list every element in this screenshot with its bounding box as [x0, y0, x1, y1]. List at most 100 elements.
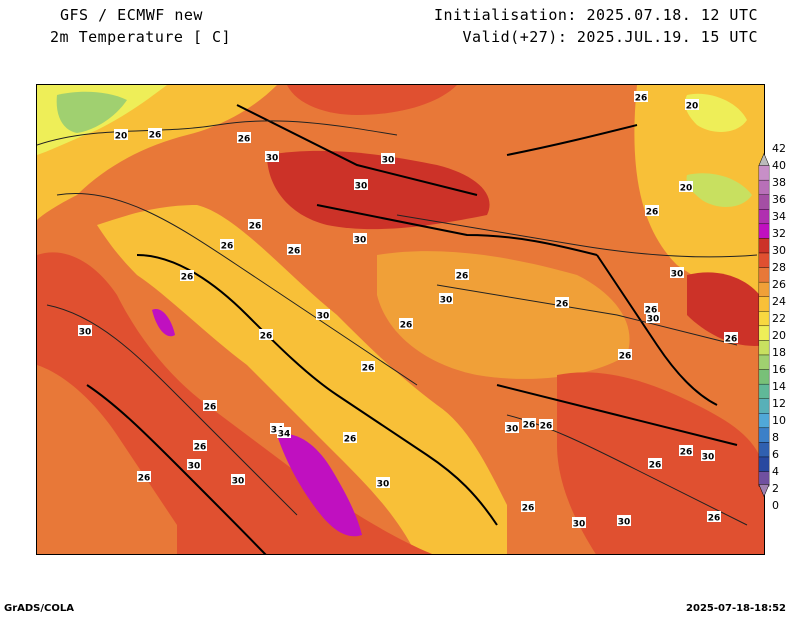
contour-label: 30: [377, 480, 390, 490]
colorbar-swatch: [758, 179, 770, 195]
isotherm-line: [46, 304, 298, 516]
render-timestamp: 2025-07-18-18:52: [686, 603, 786, 614]
initialisation-time: Initialisation: 2025.07.18. 12 UTC: [433, 6, 758, 24]
colorbar-level-label: 2: [772, 481, 779, 495]
contour-label: 30: [671, 270, 684, 280]
balkan-interior-region: [377, 251, 630, 379]
contour-label-bg: [248, 219, 262, 230]
contour-label-bg: [618, 349, 632, 360]
contour-label: 26: [649, 461, 662, 471]
contour-label: 26: [260, 332, 273, 342]
colorbar-level-label: 16: [772, 362, 786, 376]
colorbar-swatch: [758, 281, 770, 297]
contour-label-bg: [381, 153, 395, 164]
contour-label: 30: [618, 518, 631, 528]
contour-label: 26: [456, 272, 469, 282]
colorbar-level-label: 18: [772, 345, 786, 359]
contour-label: 26: [680, 448, 693, 458]
central-italy-hot-spot: [152, 309, 175, 337]
contour-label-bg: [539, 419, 553, 430]
contour-label: 30: [266, 154, 279, 164]
colorbar-swatch: [758, 296, 770, 312]
contour-label: 30: [317, 312, 330, 322]
colorbar-swatch: [758, 456, 770, 472]
colorbar-swatch: [758, 311, 770, 327]
contour-label-bg: [316, 309, 330, 320]
contour-label-bg: [646, 312, 660, 323]
contour-label: 26: [635, 94, 648, 104]
colorbar-swatch: [758, 427, 770, 443]
contour-label: 30: [354, 236, 367, 246]
colorbar-level-label: 0: [772, 498, 779, 512]
map-title: GFS / ECMWF new: [60, 6, 203, 24]
contour-label-bg: [679, 445, 693, 456]
colorbar-swatch: [758, 383, 770, 399]
contour-label-bg: [187, 459, 201, 470]
contour-label: 26: [138, 474, 151, 484]
contour-label-bg: [707, 511, 721, 522]
adriatic-coastline: [136, 254, 498, 526]
isotherm-line: [56, 193, 418, 386]
colorbar-level-label: 38: [772, 175, 786, 189]
contour-label-bg: [231, 474, 245, 485]
colorbar-level-label: 14: [772, 379, 786, 393]
colorbar-swatch: [758, 354, 770, 370]
valid-time: Valid(+27): 2025.JUL.19. 15 UTC: [462, 28, 758, 46]
contour-label-bg: [505, 422, 519, 433]
colorbar-level-label: 26: [772, 277, 786, 291]
contour-label: 26: [288, 247, 301, 257]
contour-label-bg: [78, 325, 92, 336]
contour-labels: 20 26 26 30 30 30 30 26 26 26 26 26 30 26 26 30 26 26 30 26…: [78, 91, 738, 530]
hungary-romania-border: [506, 124, 638, 156]
contour-label-bg: [361, 361, 375, 372]
contour-label-bg: [685, 99, 699, 110]
serbia-bulgaria-border: [596, 254, 718, 406]
colorbar-level-label: 24: [772, 294, 786, 308]
northern-border: [236, 104, 478, 196]
contour-label: 30: [702, 453, 715, 463]
contour-label-bg: [634, 91, 648, 102]
contour-label: 26: [149, 131, 162, 141]
colorbar-level-label: 6: [772, 447, 779, 461]
contour-label: 30: [355, 182, 368, 192]
isotherm-line: [396, 214, 758, 258]
contour-label-bg: [648, 458, 662, 469]
east-hot-region: [687, 272, 764, 346]
contour-label-bg: [555, 297, 569, 308]
contour-label-bg: [455, 269, 469, 280]
croatia-border: [316, 204, 598, 256]
east-cold-spot-2: [686, 173, 752, 207]
contour-label-bg: [522, 418, 536, 429]
contour-label-bg: [353, 233, 367, 244]
colorbar-swatch: [758, 252, 770, 268]
software-credit: GrADS/COLA: [4, 603, 74, 614]
colorbar-level-label: 4: [772, 464, 779, 478]
isotherms: [37, 120, 758, 526]
map-canvas: 20 26 26 30 30 30 30 26 26 26 26 26 30 26 26 30 26 26 30 26…: [37, 85, 764, 554]
contour-label: 26: [619, 352, 632, 362]
contour-label-bg: [724, 332, 738, 343]
pannonian-hot-region: [267, 150, 490, 230]
colorbar-level-label: 40: [772, 158, 786, 172]
contour-label: 20: [115, 132, 128, 142]
alps-coldest: [56, 91, 127, 133]
east-cold-spot-1: [685, 93, 747, 132]
colorbar-swatch: [758, 398, 770, 414]
apennines-hot-core: [277, 434, 362, 537]
colorbar-swatch: [758, 369, 770, 385]
contour-label-bg: [376, 477, 390, 488]
contour-label-bg: [701, 450, 715, 461]
contour-label-bg: [148, 128, 162, 139]
colorbar-level-label: 28: [772, 260, 786, 274]
colorbar-level-label: 30: [772, 243, 786, 257]
contour-label: 26: [645, 306, 658, 316]
contour-label: 26: [522, 504, 535, 514]
colorbar-top-arrow: [758, 152, 770, 166]
contour-label: 30: [573, 520, 586, 530]
contour-label-bg: [193, 440, 207, 451]
contour-label: 26: [540, 422, 553, 432]
colorbar-level-label: 10: [772, 413, 786, 427]
isotherm-line: [436, 284, 738, 346]
contour-label: 30: [506, 425, 519, 435]
contour-label-bg: [220, 239, 234, 250]
